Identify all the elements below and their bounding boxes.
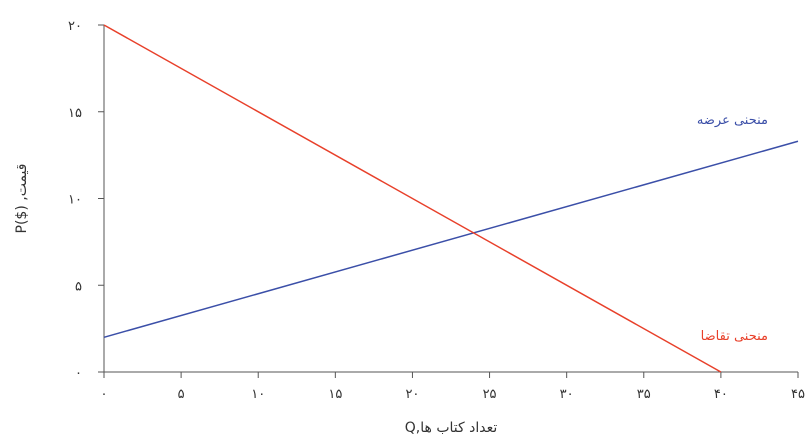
demand-curve-label: منحنی تقاضا (701, 329, 768, 344)
x-tick-label: ۰ (101, 387, 108, 402)
x-axis-title: Q,تعداد کتاب ها (405, 420, 498, 436)
x-tick-label: ۱۵ (328, 387, 342, 402)
series-lines (103, 24, 799, 373)
supply-curve-label: منحنی عرضه (697, 113, 768, 128)
x-tick-label: ۴۵ (791, 387, 805, 402)
y-tick-label: ۱۰ (68, 193, 82, 208)
x-tick-label: ۵ (178, 387, 185, 402)
x-tick-label: ۲۵ (483, 387, 497, 402)
x-tick-label: ۴۰ (714, 387, 728, 402)
y-tick-label: ۱۵ (68, 106, 82, 121)
supply-curve (103, 140, 799, 339)
y-tick-label: ۰ (75, 366, 82, 381)
x-tick-label: ۳۰ (560, 387, 574, 402)
x-tick-label: ۳۵ (637, 387, 651, 402)
y-tick-label: ۵ (75, 279, 82, 294)
y-axis-title: P($) ,قیمت (14, 164, 30, 234)
x-tick-label: ۱۰ (251, 387, 265, 402)
demand-curve (103, 24, 722, 373)
axes: ۰ ۵ ۱۰ ۱۵ ۲۰ ۲۵ ۳۰ ۳۵ ۴۰ ۴۵ ۰ ۵ ۱۰ ۱۵ ۲۰ (68, 19, 805, 402)
x-tick-label: ۲۰ (405, 387, 419, 402)
y-tick-label: ۲۰ (68, 19, 82, 34)
labels: منحنی عرضه منحنی تقاضا (697, 113, 768, 344)
